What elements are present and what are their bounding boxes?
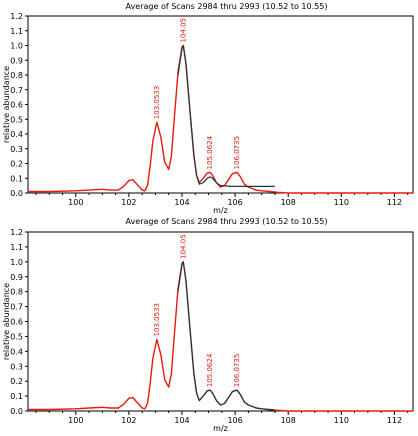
chart-title: Average of Scans 2984 thru 2993 (10.52 t… bbox=[126, 2, 328, 11]
y-tick-label: 0.4 bbox=[10, 347, 23, 356]
y-tick-label: 0.2 bbox=[10, 377, 23, 386]
measured-spectrum-line bbox=[28, 44, 413, 194]
simulated-spectrum-line bbox=[177, 261, 275, 411]
y-tick-label: 0.0 bbox=[10, 189, 23, 198]
y-tick-label: 1.2 bbox=[10, 228, 23, 237]
peak-label: 105.0624 bbox=[206, 353, 214, 387]
plot-frame bbox=[27, 15, 414, 194]
chart-panel-2: Average of Scans 2984 thru 2993 (10.52 t… bbox=[2, 217, 414, 433]
x-tick-label: 110 bbox=[334, 198, 349, 207]
x-axis-label: m/z bbox=[213, 206, 228, 215]
y-tick-label: 0.9 bbox=[10, 273, 23, 282]
y-tick-label: 0.8 bbox=[10, 288, 23, 297]
y-tick-label: 0.6 bbox=[10, 101, 23, 110]
y-tick-label: 0.1 bbox=[10, 174, 23, 183]
y-tick-label: 0.8 bbox=[10, 71, 23, 80]
y-tick-label: 0.9 bbox=[10, 56, 23, 65]
y-tick-label: 1.2 bbox=[10, 12, 23, 21]
chart-panel-1: Average of Scans 2984 thru 2993 (10.52 t… bbox=[2, 2, 414, 215]
x-tick-label: 106 bbox=[227, 416, 242, 425]
y-tick-label: 0.2 bbox=[10, 160, 23, 169]
x-tick-label: 112 bbox=[387, 198, 402, 207]
x-tick-label: 100 bbox=[68, 198, 83, 207]
y-tick-label: 1.1 bbox=[10, 27, 23, 36]
peak-label: 106.0735 bbox=[233, 354, 241, 387]
x-axis-label: m/z bbox=[213, 424, 228, 433]
peak-label: 104.05 bbox=[179, 234, 187, 259]
y-tick-label: 1.0 bbox=[10, 42, 23, 51]
y-tick-label: 0.7 bbox=[10, 303, 23, 312]
x-tick-label: 102 bbox=[121, 198, 136, 207]
plot-frame bbox=[27, 231, 414, 412]
measured-spectrum-line bbox=[28, 261, 413, 412]
x-tick-label: 104 bbox=[174, 416, 189, 425]
peak-label: 105.0624 bbox=[206, 135, 214, 169]
x-tick-label: 108 bbox=[281, 198, 296, 207]
y-tick-label: 0.4 bbox=[10, 130, 23, 139]
y-tick-label: 0.1 bbox=[10, 392, 23, 401]
simulated-spectrum-line bbox=[177, 44, 275, 187]
y-tick-label: 0.6 bbox=[10, 318, 23, 327]
y-tick-label: 0.0 bbox=[10, 407, 23, 416]
x-tick-label: 112 bbox=[387, 416, 402, 425]
y-axis-label: relative abundance bbox=[2, 66, 11, 143]
x-tick-label: 106 bbox=[227, 198, 242, 207]
y-tick-label: 1.1 bbox=[10, 243, 23, 252]
x-tick-label: 102 bbox=[121, 416, 136, 425]
y-tick-label: 0.3 bbox=[10, 362, 23, 371]
y-tick-label: 0.5 bbox=[10, 115, 23, 124]
peak-label: 104.05 bbox=[179, 18, 187, 43]
y-tick-label: 0.5 bbox=[10, 332, 23, 341]
y-tick-label: 0.7 bbox=[10, 86, 23, 95]
peak-label: 103.0533 bbox=[153, 86, 161, 119]
peak-label: 106.0735 bbox=[233, 136, 241, 169]
y-tick-label: 1.0 bbox=[10, 258, 23, 267]
x-tick-label: 110 bbox=[334, 416, 349, 425]
y-axis-label: relative abundance bbox=[2, 283, 11, 360]
x-tick-label: 108 bbox=[281, 416, 296, 425]
x-tick-label: 100 bbox=[68, 416, 83, 425]
x-tick-label: 104 bbox=[174, 198, 189, 207]
chart-title: Average of Scans 2984 thru 2993 (10.52 t… bbox=[126, 217, 328, 226]
peak-label: 103.0533 bbox=[153, 303, 161, 336]
y-tick-label: 0.3 bbox=[10, 145, 23, 154]
